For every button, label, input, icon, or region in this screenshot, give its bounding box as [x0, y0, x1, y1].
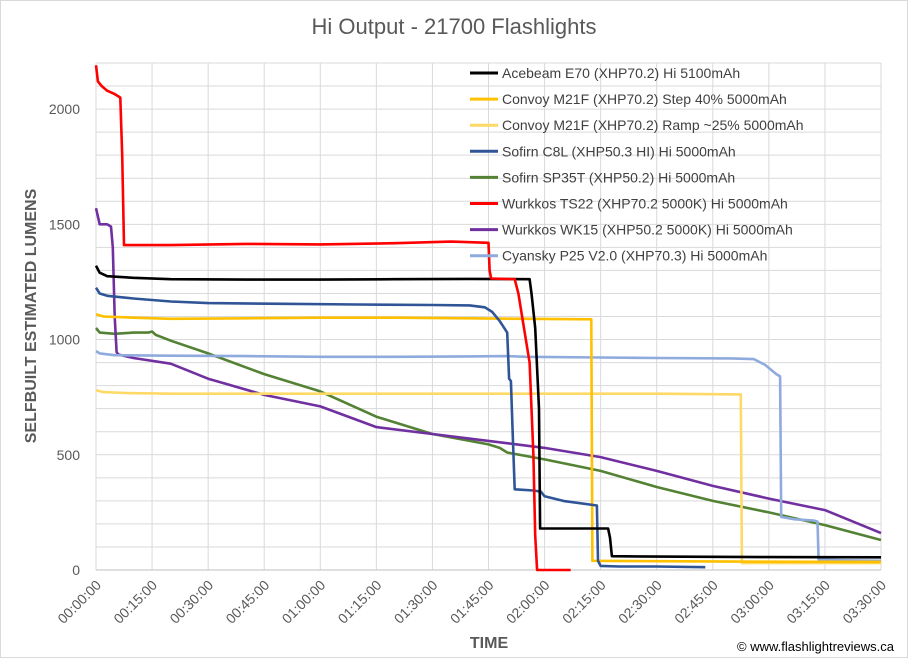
- y-axis-ticks: 0 500 1000 1500 2000: [49, 101, 80, 578]
- series-line: [95, 349, 882, 563]
- y-axis-title: SELFBUILT ESTIMATED LUMENS: [23, 188, 40, 443]
- plot-series: [94, 65, 882, 572]
- y-tick-label: 1500: [49, 216, 80, 232]
- legend-label: Convoy M21F (XHP70.2) Ramp ~25% 5000mAh: [502, 117, 804, 133]
- series-line: [94, 287, 706, 569]
- legend-label: Cyansky P25 V2.0 (XHP70.3) Hi 5000mAh: [502, 248, 767, 264]
- legend-label: Sofirn C8L (XHP50.3 HI) Hi 5000mAh: [502, 143, 736, 159]
- legend-label: Wurkkos WK15 (XHP50.2 5000K) Hi 5000mAh: [502, 222, 793, 238]
- copyright-text: © www.flashlightreviews.ca: [737, 639, 895, 654]
- x-axis-title: TIME: [470, 635, 509, 652]
- y-tick-label: 0: [72, 562, 80, 578]
- series-line: [95, 312, 882, 564]
- series-line: [94, 265, 882, 559]
- series-line: [94, 327, 882, 542]
- series-line: [95, 388, 881, 565]
- y-tick-label: 2000: [49, 101, 80, 117]
- legend-label: Convoy M21F (XHP70.2) Step 40% 5000mAh: [502, 91, 787, 107]
- series-line: [94, 65, 571, 572]
- y-tick-label: 1000: [49, 332, 80, 348]
- legend-label: Acebeam E70 (XHP70.2) Hi 5100mAh: [502, 65, 740, 81]
- legend-label: Sofirn SP35T (XHP50.2) Hi 5000mAh: [502, 169, 735, 185]
- chart-title: Hi Output - 21700 Flashlights: [312, 14, 597, 39]
- legend-label: Wurkkos TS22 (XHP70.2 5000K) Hi 5000mAh: [502, 196, 788, 212]
- legend: Acebeam E70 (XHP70.2) Hi 5100mAh Convoy M…: [470, 65, 804, 264]
- y-tick-label: 500: [57, 447, 81, 463]
- grid-lines: [95, 62, 882, 571]
